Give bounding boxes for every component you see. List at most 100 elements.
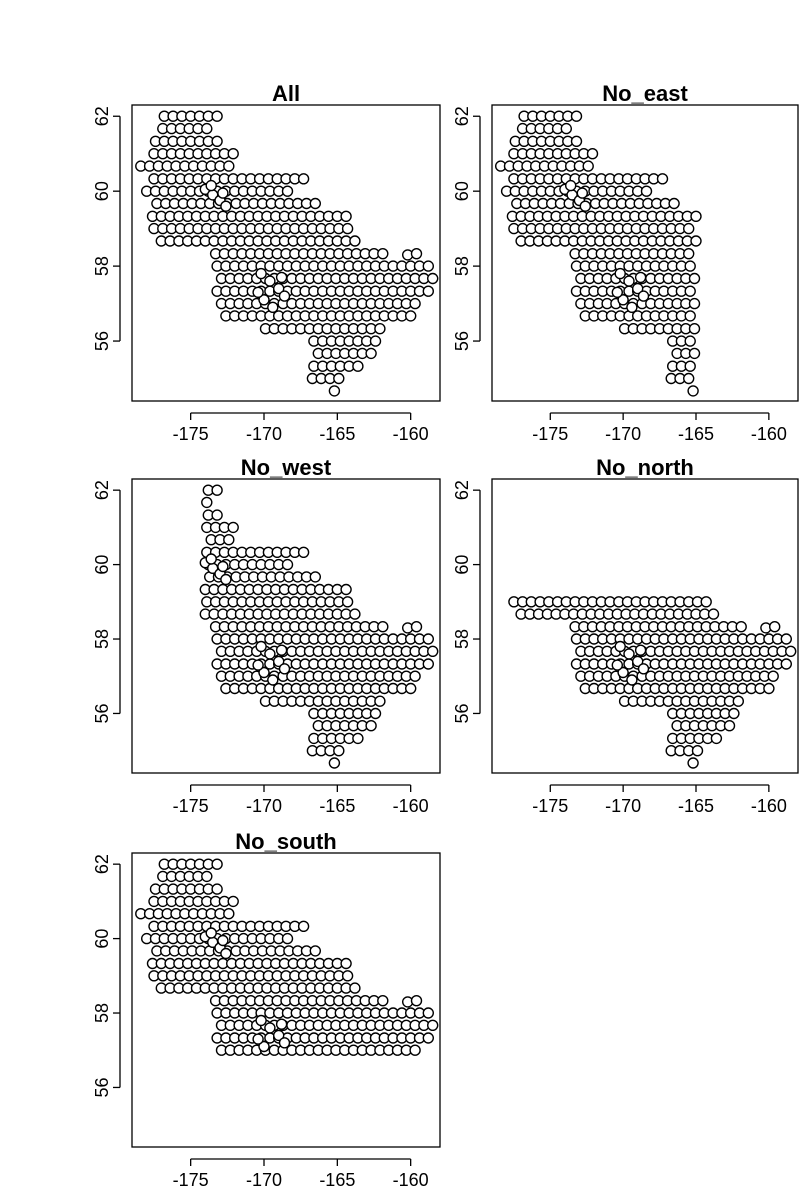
- data-point: [570, 135, 583, 148]
- data-point: [255, 267, 267, 280]
- data-point: [427, 272, 439, 285]
- y-tick-label: 60: [92, 555, 112, 575]
- x-tick-label: -165: [319, 796, 355, 816]
- data-point: [205, 927, 217, 939]
- data-point: [211, 509, 223, 521]
- x-tick-label: -160: [393, 424, 429, 444]
- data-point: [683, 372, 695, 385]
- data-point: [220, 947, 232, 960]
- data-point: [349, 235, 361, 247]
- data-point: [637, 663, 650, 675]
- data-point: [273, 1029, 285, 1042]
- data-point: [611, 286, 623, 298]
- data-point: [640, 185, 653, 197]
- data-point: [586, 147, 599, 160]
- data-point: [365, 347, 377, 360]
- data-point: [369, 335, 382, 347]
- data-point: [422, 658, 434, 670]
- data-point: [410, 995, 423, 1007]
- x-tick-label: -165: [678, 796, 714, 816]
- data-point: [688, 297, 701, 310]
- x-tick-label: -170: [246, 796, 282, 816]
- data-point: [684, 360, 696, 372]
- y-tick-label: 56: [92, 703, 112, 723]
- data-point: [275, 1018, 288, 1030]
- data-point: [340, 583, 352, 596]
- panel-title: No_north: [596, 455, 694, 480]
- data-point: [565, 179, 577, 192]
- data-point: [614, 267, 626, 280]
- y-tick-label: 60: [452, 181, 472, 201]
- panel-title: All: [272, 81, 300, 106]
- y-tick-label: 58: [452, 256, 472, 276]
- data-point: [668, 197, 680, 210]
- data-point: [623, 275, 635, 287]
- data-point: [258, 1040, 270, 1053]
- data-point: [267, 301, 279, 313]
- x-tick-label: -175: [532, 796, 568, 816]
- data-point: [309, 571, 321, 583]
- point-layer: [199, 484, 439, 769]
- data-point: [297, 546, 310, 558]
- data-point: [217, 187, 229, 199]
- data-point: [227, 521, 239, 534]
- data-point: [328, 385, 341, 397]
- data-point: [780, 633, 792, 645]
- data-point: [687, 757, 699, 769]
- x-tick-label: -160: [393, 796, 429, 816]
- x-tick-label: -165: [319, 424, 355, 444]
- y-tick-label: 62: [92, 480, 112, 500]
- data-point: [427, 1019, 439, 1032]
- data-point: [264, 1022, 276, 1034]
- data-point: [211, 883, 223, 895]
- data-point: [369, 707, 382, 720]
- data-point: [684, 285, 696, 297]
- data-point: [614, 640, 626, 653]
- point-layer: [508, 596, 797, 769]
- x-tick-label: -170: [605, 796, 641, 816]
- data-point: [409, 297, 421, 310]
- data-point: [691, 745, 704, 757]
- data-point: [252, 286, 264, 298]
- y-tick-label: 56: [452, 331, 472, 351]
- data-point: [201, 122, 213, 135]
- data-point: [634, 271, 647, 284]
- panels: All -175 -170 -165 -160 56 58 60 62 No_east -175 -1…: [92, 81, 799, 1190]
- data-point: [297, 173, 310, 185]
- data-point: [632, 282, 644, 295]
- y-tick-label: 58: [452, 629, 472, 649]
- data-point: [405, 310, 417, 322]
- data-point: [211, 858, 223, 870]
- data-point: [349, 982, 361, 994]
- data-point: [785, 645, 797, 657]
- y-tick-label: 62: [92, 106, 112, 126]
- x-tick-label: -170: [246, 1170, 282, 1190]
- data-point: [405, 682, 417, 695]
- x-tick-label: -175: [173, 796, 209, 816]
- plot-frame: [131, 852, 441, 1148]
- data-point: [427, 645, 439, 657]
- data-point: [278, 290, 291, 302]
- x-tick-label: -160: [751, 796, 787, 816]
- data-point: [687, 385, 699, 397]
- data-point: [377, 995, 389, 1007]
- data-point: [252, 1033, 264, 1045]
- data-point: [340, 957, 352, 970]
- data-point: [211, 135, 223, 148]
- data-point: [365, 720, 377, 732]
- point-layer: [135, 110, 439, 397]
- data-point: [723, 720, 736, 732]
- data-point: [374, 323, 386, 335]
- data-point: [352, 360, 364, 372]
- data-point: [767, 670, 779, 682]
- data-point: [211, 110, 223, 122]
- y-tick-label: 60: [452, 555, 472, 575]
- data-point: [205, 179, 217, 192]
- data-point: [626, 301, 638, 313]
- data-point: [732, 695, 744, 707]
- data-point: [275, 644, 288, 656]
- data-point: [617, 294, 629, 306]
- data-point: [422, 1032, 434, 1044]
- data-point: [264, 275, 276, 287]
